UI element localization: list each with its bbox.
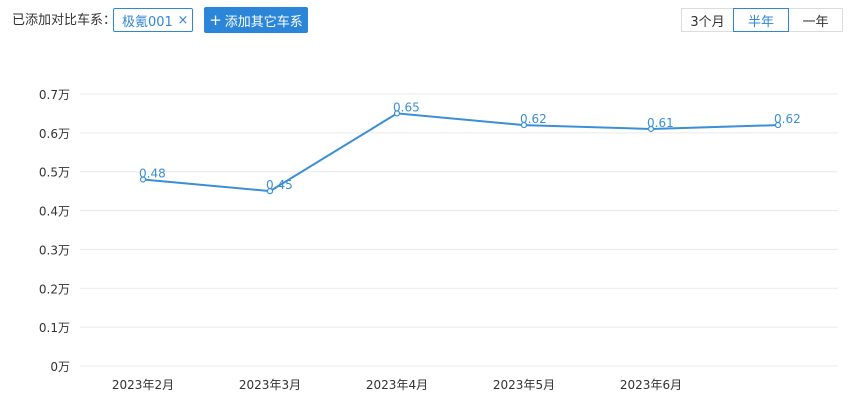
data-point [393,110,401,117]
y-tick-label: 0.6万 [39,127,70,141]
y-tick-label: 0.4万 [39,205,70,219]
y-tick-label: 0.3万 [39,243,70,257]
data-label: 0.45 [266,178,293,192]
data-label: 0.62 [520,112,547,126]
data-point [774,121,782,129]
y-tick-label: 0.1万 [39,321,70,335]
data-label: 0.61 [647,116,674,130]
x-tick-label: 2023年2月 [112,378,174,392]
tab-half-year[interactable]: 半年 [733,8,789,32]
plus-icon: + [209,10,222,29]
data-point [266,188,274,195]
data-point [520,121,528,129]
compare-label: 已添加对比车系： [12,13,117,28]
compare-chip[interactable]: 极氪001 × [113,8,193,32]
x-tick-label: 2023年6月 [620,378,682,392]
close-icon[interactable]: × [177,12,189,28]
data-point [647,125,655,133]
chart-area: 0万 0.1万 0.2万 0.3万 0.4万 0.5万 0.6万 0.7万 2023年2月 202… [0,42,852,406]
y-tick-label: 0.5万 [39,166,70,180]
data-point [139,176,147,183]
compare-chip-label: 极氪001 [122,14,173,30]
data-label: 0.62 [774,112,801,126]
data-label: 0.65 [393,100,420,114]
compare-toolbar: 已添加对比车系： 极氪001 × + 添加其它车系 3个月 半年 一年 [0,0,852,42]
tab-one-year[interactable]: 一年 [788,8,843,32]
add-series-label: 添加其它车系 [224,14,303,30]
y-tick-label: 0.2万 [39,282,70,296]
tab-3-months[interactable]: 3个月 [681,8,734,32]
series-line [142,112,779,193]
y-tick-label: 0万 [50,360,70,374]
period-selector: 3个月 半年 一年 [681,8,843,32]
line-chart: 0万 0.1万 0.2万 0.3万 0.4万 0.5万 0.6万 0.7万 2023年2月 202… [39,88,838,392]
x-tick-label: 2023年3月 [239,378,301,392]
x-tick-label: 2023年4月 [366,378,428,392]
data-label: 0.48 [139,166,166,180]
x-tick-label: 2023年5月 [493,378,555,392]
add-series-button[interactable]: + 添加其它车系 [204,7,308,33]
y-tick-label: 0.7万 [39,88,70,102]
